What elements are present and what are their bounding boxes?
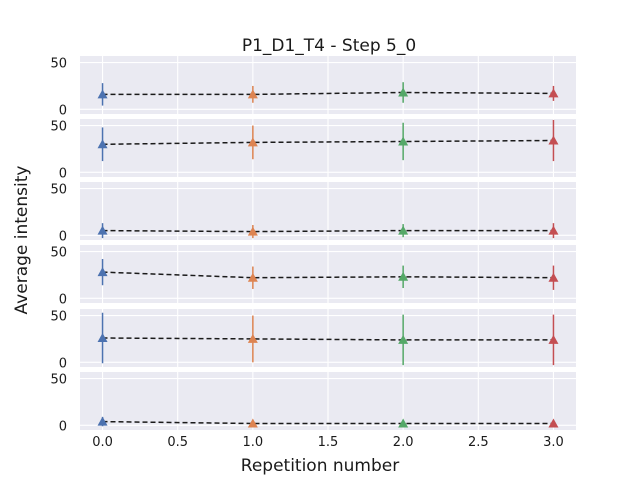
y-tick-label: 50	[50, 373, 67, 388]
x-tick-label: 1.5	[318, 435, 339, 450]
data-point	[398, 225, 409, 235]
series-line	[102, 139, 554, 146]
y-tick-label: 50	[50, 310, 67, 325]
data-point	[247, 137, 258, 147]
y-tick-label: 0	[59, 292, 67, 307]
data-point	[247, 333, 258, 343]
x-axis: 0.0 0.5 1.0 1.5 2.0 2.5 3.0	[92, 435, 564, 450]
y-tick-label: 50	[50, 57, 67, 72]
data-point	[398, 136, 409, 146]
series-line	[102, 420, 554, 425]
data-point	[97, 225, 108, 235]
subplot-3: 0 50	[50, 182, 576, 244]
data-point	[548, 272, 559, 282]
data-point	[548, 88, 559, 98]
y-tick-label: 50	[50, 120, 67, 135]
chart-title: P1_D1_T4 - Step 5_0	[242, 36, 416, 56]
data-point	[247, 226, 258, 236]
y-axis-label: Average intensity	[12, 166, 32, 315]
series-line	[102, 229, 554, 233]
y-tick-label: 0	[59, 356, 67, 371]
y-tick-label: 0	[59, 166, 67, 181]
data-point	[97, 89, 108, 99]
data-point	[97, 139, 108, 149]
data-point	[398, 334, 409, 344]
y-tick-label: 50	[50, 183, 67, 198]
data-point	[548, 418, 559, 428]
data-point	[97, 267, 108, 277]
data-point	[398, 271, 409, 281]
data-point	[548, 225, 559, 235]
series-line	[102, 337, 554, 341]
data-point	[548, 334, 559, 344]
x-tick-label: 2.0	[393, 435, 414, 450]
x-axis-label: Repetition number	[241, 456, 399, 476]
data-point	[548, 135, 559, 145]
subplot-4: 0 50	[50, 245, 576, 307]
x-tick-label: 3.0	[543, 435, 564, 450]
data-point	[97, 333, 108, 342]
data-point	[398, 418, 409, 428]
y-tick-label: 0	[59, 229, 67, 244]
data-point	[247, 272, 258, 282]
subplot-6: 0 50	[50, 372, 576, 434]
series-line	[102, 271, 554, 279]
subplot-1: 0 50	[50, 56, 576, 118]
subplot-stack: 0 50 0 50 0 50 0 50 0 50 0 50	[50, 56, 576, 434]
data-point	[247, 89, 258, 99]
data-point	[398, 87, 409, 97]
data-point	[97, 416, 108, 426]
x-tick-label: 2.5	[468, 435, 489, 450]
x-tick-label: 0.5	[167, 435, 188, 450]
subplot-5: 0 50	[50, 309, 576, 371]
series-line	[102, 91, 554, 96]
y-tick-label: 50	[50, 246, 67, 261]
x-tick-label: 0.0	[92, 435, 113, 450]
y-tick-label: 0	[59, 419, 67, 434]
subplot-2: 0 50	[50, 119, 576, 181]
y-tick-label: 0	[59, 103, 67, 118]
data-point	[247, 418, 258, 428]
x-tick-label: 1.0	[243, 435, 264, 450]
